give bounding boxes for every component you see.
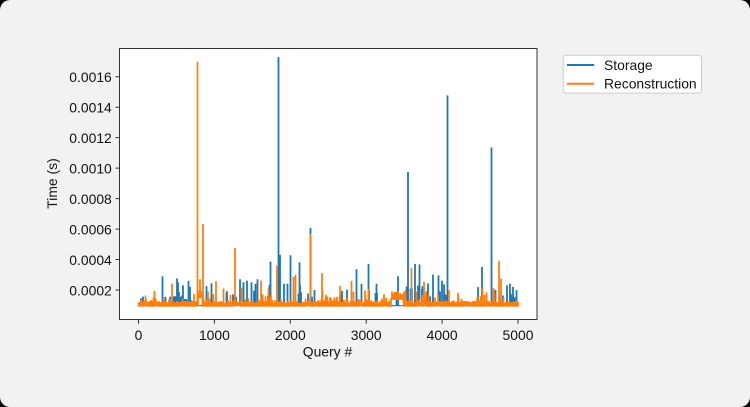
- svg-text:0.0012: 0.0012: [69, 130, 112, 146]
- svg-text:2000: 2000: [275, 327, 306, 343]
- svg-text:0.0006: 0.0006: [69, 221, 112, 237]
- svg-text:Query #: Query #: [303, 343, 353, 359]
- svg-text:0.0014: 0.0014: [69, 100, 112, 116]
- svg-text:Storage: Storage: [604, 57, 653, 73]
- svg-text:Time (s): Time (s): [44, 158, 60, 208]
- svg-text:5000: 5000: [503, 327, 534, 343]
- svg-text:0: 0: [135, 327, 143, 343]
- svg-text:3000: 3000: [351, 327, 382, 343]
- svg-text:0.0010: 0.0010: [69, 160, 112, 176]
- svg-text:4000: 4000: [427, 327, 458, 343]
- svg-text:1000: 1000: [199, 327, 230, 343]
- svg-text:0.0004: 0.0004: [69, 252, 112, 268]
- svg-text:0.0016: 0.0016: [69, 69, 112, 85]
- svg-text:0.0002: 0.0002: [69, 282, 112, 298]
- svg-text:0.0008: 0.0008: [69, 191, 112, 207]
- svg-text:Reconstruction: Reconstruction: [604, 76, 697, 92]
